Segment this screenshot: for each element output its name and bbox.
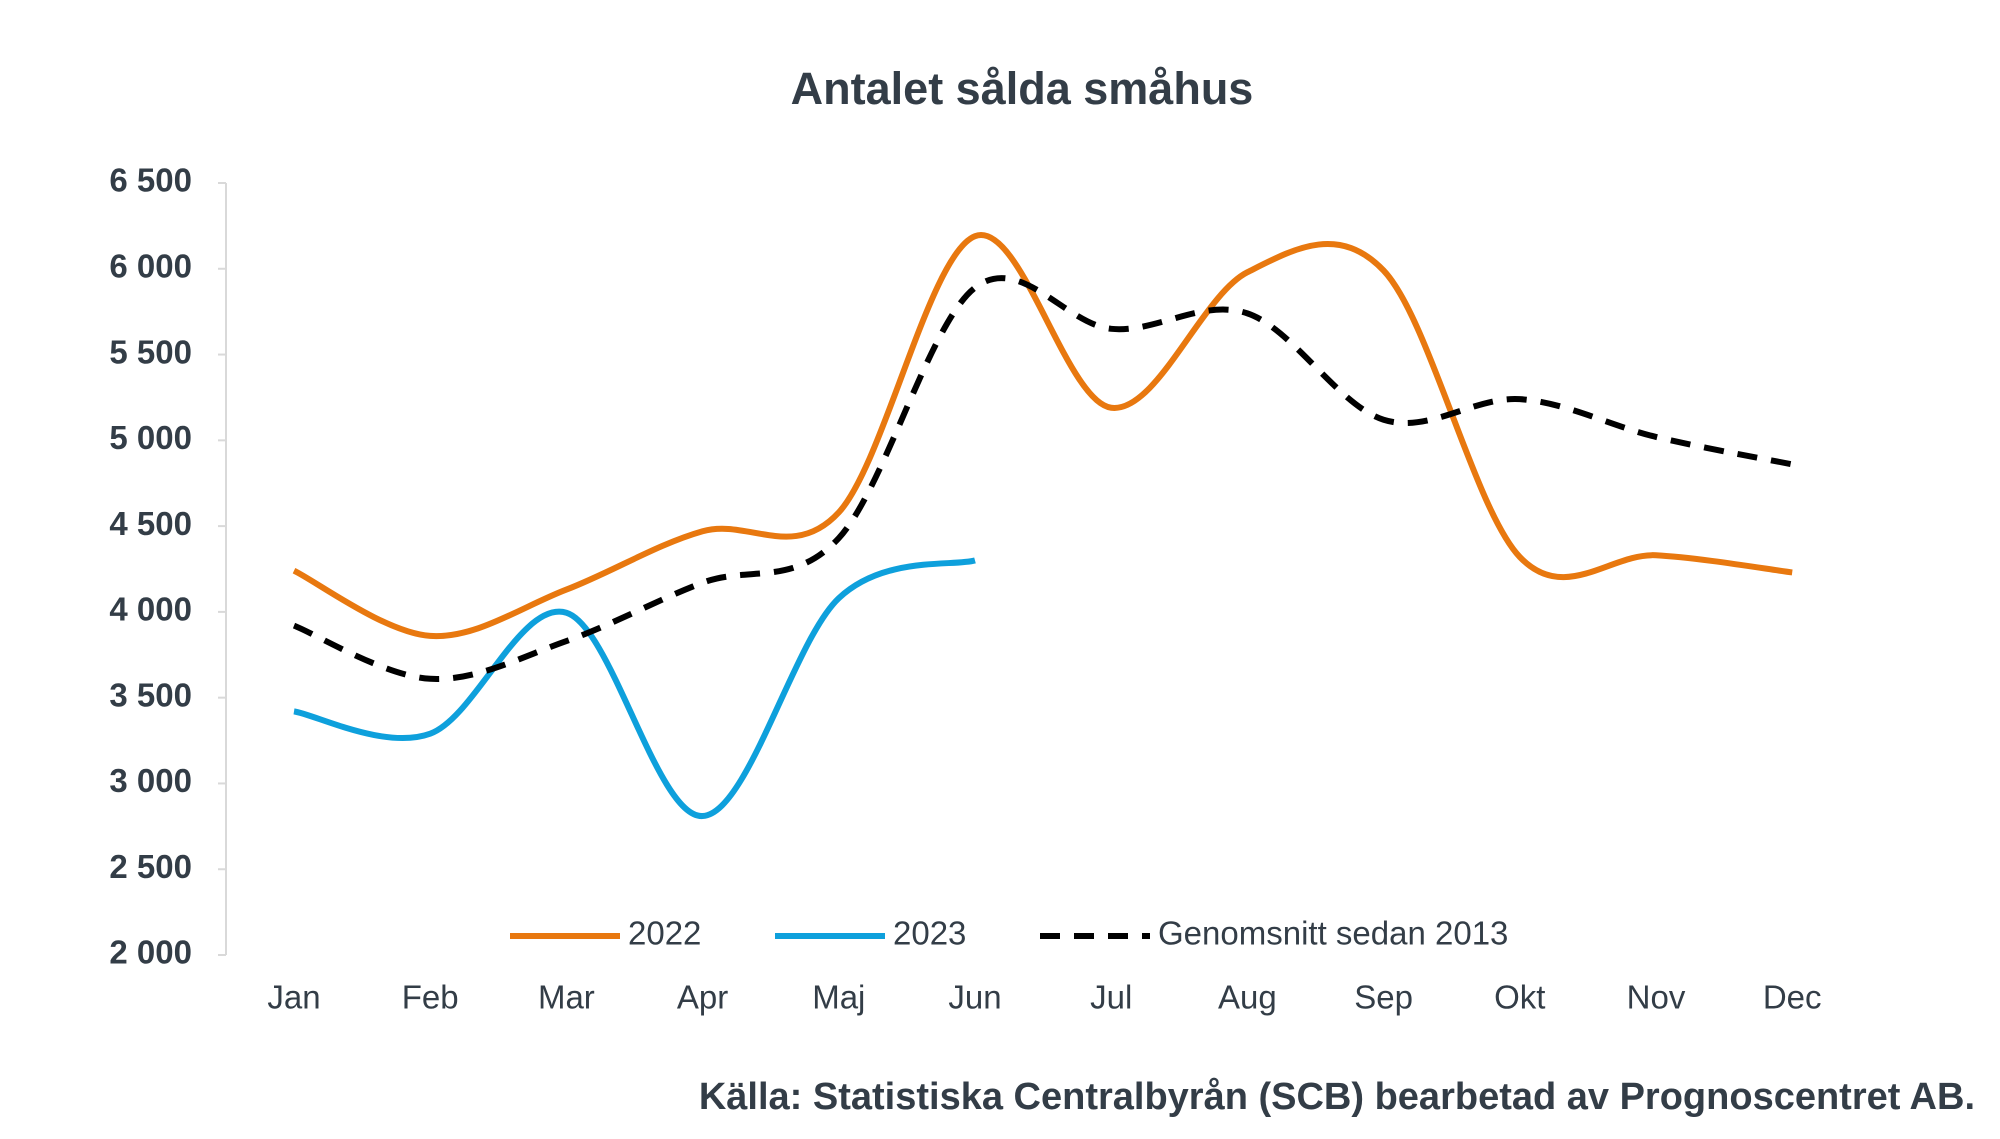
y-tick-label: 3 000 [109,762,192,799]
y-tick-label: 4 000 [109,591,192,628]
x-tick-label: Okt [1494,979,1545,1016]
x-tick-label: Aug [1218,979,1277,1016]
legend-label: Genomsnitt sedan 2013 [1158,915,1508,952]
y-tick-label: 5 000 [109,419,192,456]
x-tick-label: Jan [267,979,320,1016]
x-tick-label: Sep [1354,979,1413,1016]
line-series [292,232,1793,640]
legend-label: 2022 [628,915,701,952]
chart-title: Antalet sålda småhus [791,63,1254,114]
source-note: Källa: Statistiska Centralbyrån (SCB) be… [699,1076,1975,1118]
x-tick-label: Mar [538,979,595,1016]
x-tick-label: Feb [402,979,459,1016]
y-tick-label: 4 500 [109,505,192,542]
y-tick-label: 3 500 [109,676,192,713]
x-tick-label: Apr [677,979,728,1016]
x-tick-label: Maj [812,979,865,1016]
y-tick-label: 2 000 [109,934,192,971]
legend-label: 2023 [893,915,966,952]
x-tick-label: Nov [1627,979,1686,1016]
x-tick-label: Jun [948,979,1001,1016]
line-series [293,557,976,820]
x-tick-label: Jul [1090,979,1132,1016]
line-series [292,275,1793,682]
y-tick-label: 5 500 [109,333,192,370]
y-tick-label: 6 500 [109,162,192,199]
y-tick-label: 2 500 [109,848,192,885]
x-tick-label: Dec [1763,979,1822,1016]
y-tick-label: 6 000 [109,247,192,284]
